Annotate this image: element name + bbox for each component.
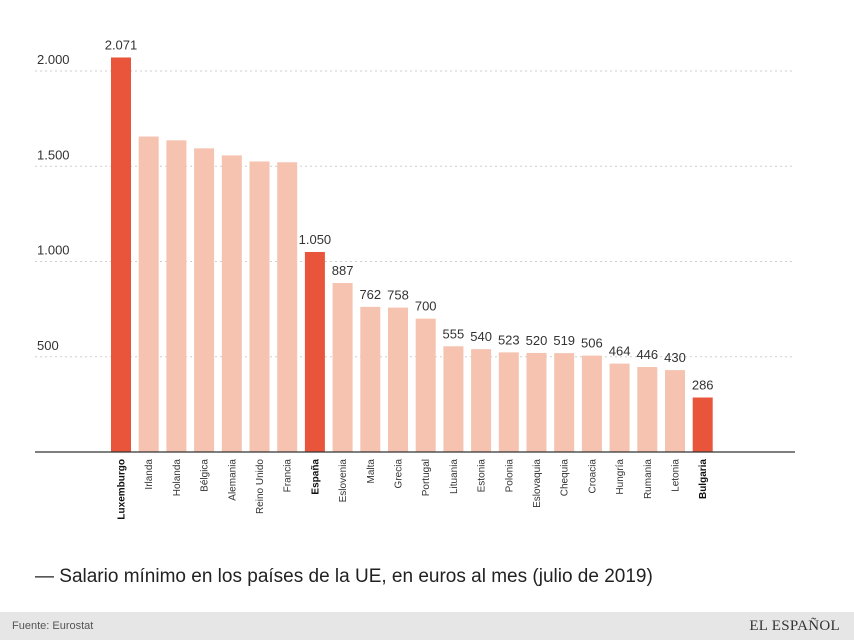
bar (194, 148, 215, 452)
bar (443, 346, 464, 452)
y-tick-label: 1.500 (37, 147, 70, 162)
bar (692, 397, 713, 452)
bar (138, 136, 159, 453)
bar (166, 140, 187, 453)
bar (415, 318, 436, 452)
data-label: 519 (553, 333, 575, 348)
x-tick-label: Irlanda (144, 459, 155, 490)
bar (304, 251, 325, 452)
bar (221, 155, 242, 453)
x-tick-label: Francia (283, 459, 294, 493)
bar (498, 352, 519, 452)
data-label: 430 (664, 350, 686, 365)
bar (581, 355, 602, 452)
bar (360, 306, 381, 452)
x-tick-label: España (310, 459, 321, 495)
data-label: 446 (636, 347, 658, 362)
x-tick-label: Estonia (477, 459, 488, 493)
x-tick-label: Eslovenia (338, 459, 349, 503)
x-tick-label: Polonia (504, 459, 515, 493)
x-tick-label: Reino Unido (255, 459, 266, 514)
x-tick-label: Grecia (394, 459, 405, 489)
x-tick-label: Lituania (449, 459, 460, 494)
data-label: 506 (581, 336, 603, 351)
x-tick-label: Holanda (172, 459, 183, 497)
bar (637, 367, 658, 452)
bar (388, 307, 408, 452)
data-label: 286 (692, 378, 714, 393)
data-label: 887 (332, 263, 354, 278)
bar (249, 161, 270, 453)
x-tick-label: Letonia (671, 459, 682, 492)
x-tick-label: Portugal (421, 459, 432, 496)
data-label: 762 (359, 287, 381, 302)
data-label: 464 (609, 344, 631, 359)
x-tick-label: Bélgica (200, 459, 211, 492)
y-tick-label: 1.000 (37, 243, 70, 258)
data-label: 1.050 (299, 232, 332, 247)
data-label: 520 (526, 333, 548, 348)
data-label: 2.071 (105, 37, 138, 52)
bar (471, 349, 492, 452)
x-tick-label: Hungría (615, 459, 626, 495)
x-tick-label: Eslovaquia (532, 459, 543, 508)
bar (554, 353, 575, 452)
brand-logo: EL ESPAÑOL (749, 617, 840, 634)
bar (665, 370, 685, 452)
chart-title: — Salario mínimo en los países de la UE,… (35, 566, 653, 587)
bar (609, 363, 630, 452)
bar-chart: 500 1.000 1.500 2.000 2.071 Luxemburgo Irlanda… (35, 37, 795, 520)
x-tick-label: Bulgaria (698, 459, 709, 499)
data-label: 555 (443, 326, 465, 341)
x-tick-label: Rumania (643, 459, 654, 499)
y-tick-label: 500 (37, 338, 59, 353)
x-tick-label: Croacia (587, 459, 598, 494)
x-tick-label: Malta (366, 459, 377, 484)
y-tick-label: 2.000 (37, 52, 70, 67)
data-label: 758 (387, 288, 409, 303)
x-tick-label: Chequia (560, 459, 571, 497)
source-note: Fuente: Eurostat (12, 620, 94, 632)
data-label: 523 (498, 332, 520, 347)
data-label: 700 (415, 299, 437, 314)
x-tick-label: Alemania (227, 459, 238, 501)
bar (526, 352, 547, 452)
x-tick-label: Luxemburgo (117, 459, 128, 520)
bar (277, 162, 298, 452)
data-label: 540 (470, 329, 492, 344)
footer: Fuente: Eurostat EL ESPAÑOL (0, 612, 854, 640)
bar (332, 283, 353, 452)
bar (111, 57, 131, 453)
